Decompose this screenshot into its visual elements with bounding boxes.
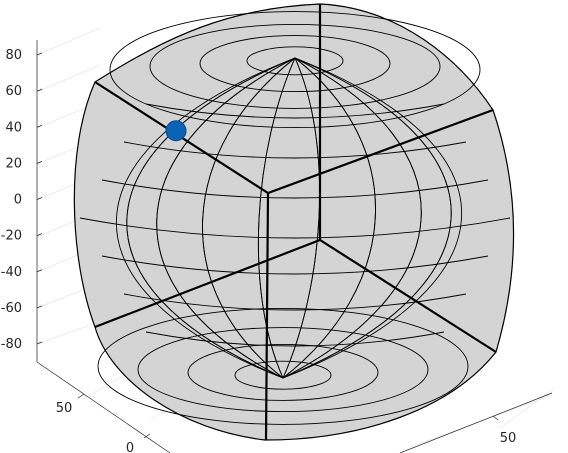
latitude-ring-top [246,46,344,76]
meridian-line [282,57,376,379]
meridian-line [282,57,422,379]
meridian-line [257,57,296,379]
meridian-line [116,57,296,379]
z-tick-mark [36,233,43,236]
z-tick-mark [36,341,43,345]
latitude-band [123,141,467,159]
z-tick-label: -80 [1,337,22,352]
cube-edge [264,192,270,441]
latitude-ring-bottom [97,307,469,425]
latitude-band [123,293,467,311]
z-tick-mark [36,197,43,200]
latitude-band [101,255,489,275]
sphere-surface [73,3,515,441]
y-axis-ticks: 50 0 [56,393,151,453]
z-tick-label: 80 [5,48,22,63]
meridian-line [156,57,296,379]
z-tick-label: 0 [14,193,22,208]
latitude-ring-bottom [187,343,379,401]
latitude-band [79,217,511,239]
z-tick-mark [36,88,43,92]
z-tick-mark [36,269,43,273]
z-axis-ticks: 80 60 40 20 0 -20 -40 -60 -80 [1,48,43,352]
z-tick-label: 20 [5,156,22,171]
z-tick-mark [36,305,43,309]
z-tick-mark [36,124,43,128]
meridian-line [282,57,462,379]
y-tick-mark [143,433,151,439]
latitude-ring-top [109,11,481,129]
axes [36,40,553,453]
latitude-ring-top [149,23,441,109]
data-markers [165,120,187,142]
data-point [165,120,187,142]
y-tick-mark [77,393,85,399]
z-tick-label: 60 [5,84,22,99]
x-axis-line [399,392,553,453]
meridian-line [282,57,452,379]
x-axis-ticks: 50 [492,415,517,446]
y-tick-label: 0 [126,441,134,453]
z-tick-label: -60 [1,301,22,316]
z-tick-label: 40 [5,120,22,135]
y-axis-line [36,361,171,453]
z-tick-label: -20 [1,229,22,244]
latitude-ring-bottom [234,360,332,390]
z-tick-mark [36,52,43,56]
meridian-line [282,57,321,379]
x-tick-mark [492,415,499,421]
y-tick-label: 50 [56,401,73,416]
x-tick-label: 50 [500,431,517,446]
meridian-line [126,57,296,379]
latitude-band [145,103,445,119]
latitude-ring-top [199,35,391,93]
latitude-band [145,331,445,347]
z-tick-label: -40 [1,265,22,280]
meridian-line [202,57,296,379]
mesh-lines [79,4,511,441]
latitude-ring-bottom [137,327,429,413]
latitude-band [101,179,489,199]
z-tick-mark [36,161,43,164]
